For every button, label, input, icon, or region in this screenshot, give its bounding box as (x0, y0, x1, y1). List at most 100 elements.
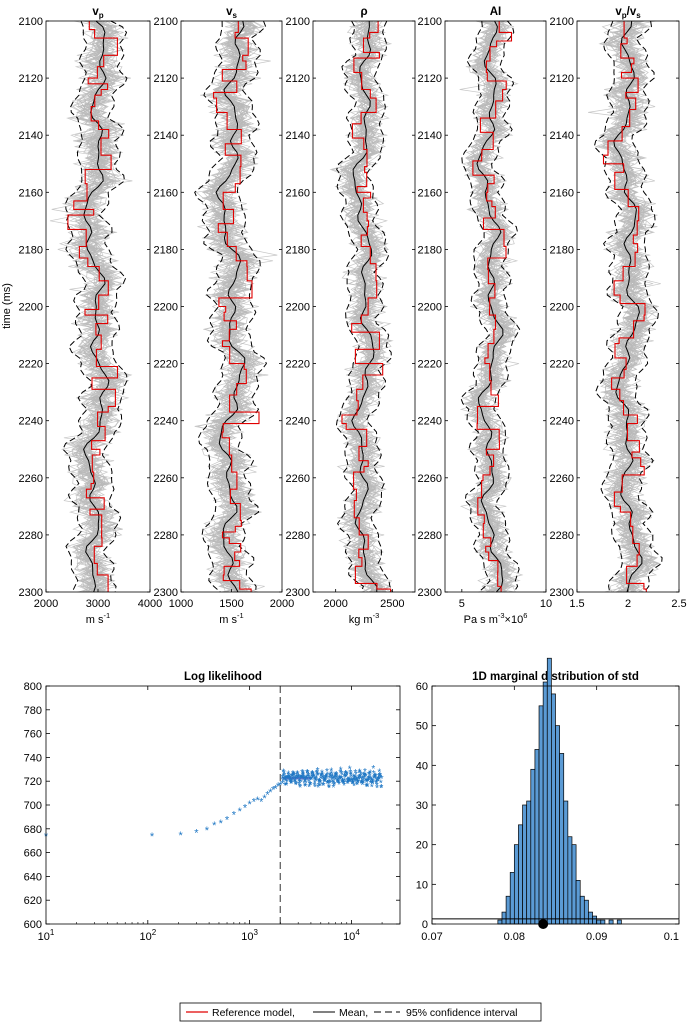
rho-reference-line (341, 21, 392, 592)
loglik-point: * (344, 770, 348, 781)
loglik-point: * (232, 810, 237, 822)
hist-bar (583, 899, 589, 925)
loglik-xtick-exp: 2 (152, 928, 157, 937)
loglik-point: * (339, 774, 343, 785)
loglik-point: * (294, 775, 298, 786)
loglik-point: * (304, 782, 308, 793)
loglik-point: * (285, 774, 289, 785)
loglik-point: * (292, 774, 296, 785)
vp-xlabel-sup: -1 (104, 611, 111, 620)
ai-xtick-label: 10 (540, 598, 552, 610)
rho-sample-line (337, 20, 389, 593)
loglik-point: * (319, 771, 323, 782)
vpvs-ytick-label: 2100 (550, 16, 574, 28)
loglik-point: * (347, 775, 351, 786)
loglik-point: * (282, 769, 286, 780)
loglik-point: * (372, 773, 376, 784)
loglik-point: * (331, 773, 335, 784)
loglik-point: * (282, 775, 286, 786)
vp-ci-upper (98, 20, 128, 593)
loglik-point: * (340, 774, 344, 785)
loglik-point: * (298, 778, 302, 789)
loglik-point: * (360, 778, 364, 789)
vs-title-main: v (226, 6, 233, 18)
loglik-point: * (322, 777, 326, 788)
hist-bar (505, 895, 511, 925)
loglik-point: * (288, 774, 292, 785)
vs-ci-upper (236, 20, 267, 593)
loglik-point: * (283, 775, 287, 786)
vp-xlabel-main: m s (86, 614, 104, 626)
loglik-ytick-label: 780 (24, 705, 42, 717)
loglik-xtick-base: 10 (38, 931, 50, 943)
loglik-point: * (310, 773, 314, 784)
panel-vpvs: 2100 2120 2140 2160 2180 2200 2220 2240 2260 2280… (550, 6, 687, 610)
loglik-point: * (347, 777, 351, 788)
loglik-point: * (259, 796, 264, 808)
loglik-point: * (310, 769, 314, 780)
loglik-point: * (283, 771, 287, 782)
loglik-point: * (327, 779, 331, 790)
vs-sample-line (208, 20, 258, 593)
loglik-point: * (361, 781, 365, 792)
loglik-point: * (333, 776, 337, 787)
loglik-point: * (312, 773, 316, 784)
vp-xtick-label: 3000 (86, 598, 110, 610)
loglik-point: * (334, 770, 338, 781)
hist-ytick-label: 50 (416, 721, 428, 733)
loglik-point: * (306, 771, 310, 782)
loglik-point: * (345, 779, 349, 790)
vs-xtick-label: 2000 (270, 598, 294, 610)
ai-reference-line (472, 21, 513, 592)
loglik-point: * (268, 787, 273, 799)
loglik-point: * (373, 772, 377, 783)
loglik-point: * (353, 768, 357, 779)
loglik-point: * (307, 782, 311, 793)
rho-ytick-label: 2260 (286, 473, 310, 485)
loglik-point: * (351, 778, 355, 789)
loglik-point: * (294, 775, 298, 786)
loglik-point: * (358, 768, 362, 779)
loglik-point: * (315, 771, 319, 782)
loglik-point: * (368, 769, 372, 780)
ai-sample-line (459, 20, 514, 593)
loglik-point: * (347, 776, 351, 787)
loglik-point: * (281, 773, 285, 784)
loglik-point: * (370, 779, 374, 790)
vpvs-xtick-label: 2 (625, 598, 631, 610)
loglik-point: * (314, 775, 318, 786)
loglik-point: * (304, 774, 308, 785)
loglik-point: * (365, 778, 369, 789)
rho-sample-line (343, 20, 393, 593)
loglik-point: * (292, 771, 296, 782)
loglik-point: * (366, 777, 370, 788)
vpvs-ytick-label: 2240 (550, 416, 574, 428)
vpvs-ytick-label: 2120 (550, 73, 574, 85)
loglik-point: * (357, 773, 361, 784)
loglik-point: * (150, 831, 155, 843)
loglik-point: * (374, 775, 378, 786)
loglik-point: * (342, 779, 346, 790)
ai-xtick-label: 5 (459, 598, 465, 610)
loglik-point: * (287, 773, 291, 784)
loglik-point: * (323, 777, 327, 788)
loglik-point: * (318, 779, 322, 790)
hist-ytick-label: 20 (416, 840, 428, 852)
vs-ci-lower (194, 20, 226, 593)
loglik-point: * (329, 772, 333, 783)
loglik-point: * (285, 777, 289, 788)
loglik-point: * (327, 782, 331, 793)
vp-ytick-label: 2160 (19, 187, 43, 199)
vs-ytick-label: 2280 (154, 530, 178, 542)
loglik-point: * (368, 774, 372, 785)
ai-ytick-label: 2300 (418, 587, 442, 599)
hist-bar (534, 749, 540, 925)
loglik-point: * (338, 775, 342, 786)
rho-xtick-label: 2500 (380, 598, 404, 610)
ai-xlabel-main: Pa s m (464, 614, 498, 626)
vs-reference-line (213, 21, 260, 592)
hist-bar (513, 844, 519, 925)
loglik-point: * (366, 775, 370, 786)
loglik-point: * (376, 776, 380, 787)
loglik-point: * (354, 773, 358, 784)
